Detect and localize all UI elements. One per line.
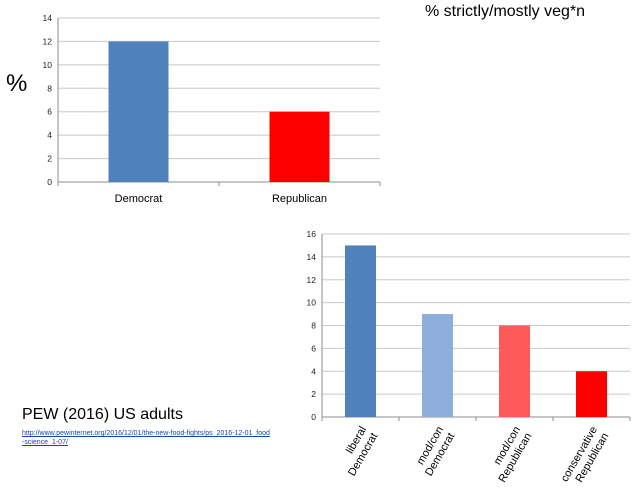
y-tick-label: 14	[43, 13, 53, 23]
x-tick-label: conservativeRepublican	[559, 425, 612, 491]
bar	[576, 371, 607, 417]
y-tick-label: 4	[311, 366, 316, 376]
x-tick-label: Republican	[272, 193, 327, 205]
y-tick-label: 2	[311, 389, 316, 399]
x-tick-label: mod/conRepublican	[485, 425, 534, 485]
y-tick-label: 16	[307, 229, 317, 239]
bar	[108, 41, 169, 182]
x-tick-label: liberalDemocrat	[335, 425, 380, 479]
bar	[345, 245, 376, 417]
y-tick-label: 4	[47, 130, 52, 140]
y-tick-label: 12	[43, 36, 53, 46]
y-tick-label: 8	[47, 83, 52, 93]
y-tick-label: 6	[311, 343, 316, 353]
bar	[269, 111, 330, 182]
y-tick-label: 10	[307, 298, 317, 308]
y-axis-unit-label: %	[6, 70, 28, 97]
bar	[499, 325, 530, 417]
y-tick-label: 10	[43, 60, 53, 70]
y-tick-label: 8	[311, 321, 316, 331]
x-tick-label: Democrat	[115, 193, 163, 205]
y-tick-label: 6	[47, 107, 52, 117]
source-title: PEW (2016) US adults	[22, 406, 183, 423]
y-tick-label: 0	[311, 412, 316, 422]
chart-title: % strictly/mostly veg*n	[425, 3, 586, 20]
bar	[422, 314, 453, 417]
y-tick-label: 14	[307, 252, 317, 262]
y-tick-label: 2	[47, 154, 52, 164]
y-tick-label: 0	[47, 177, 52, 187]
source-link[interactable]: http://www.pewinternet.org/2016/12/01/th…	[22, 430, 270, 446]
x-tick-label: mod/conDemocrat	[412, 425, 457, 479]
y-tick-label: 12	[307, 275, 317, 285]
